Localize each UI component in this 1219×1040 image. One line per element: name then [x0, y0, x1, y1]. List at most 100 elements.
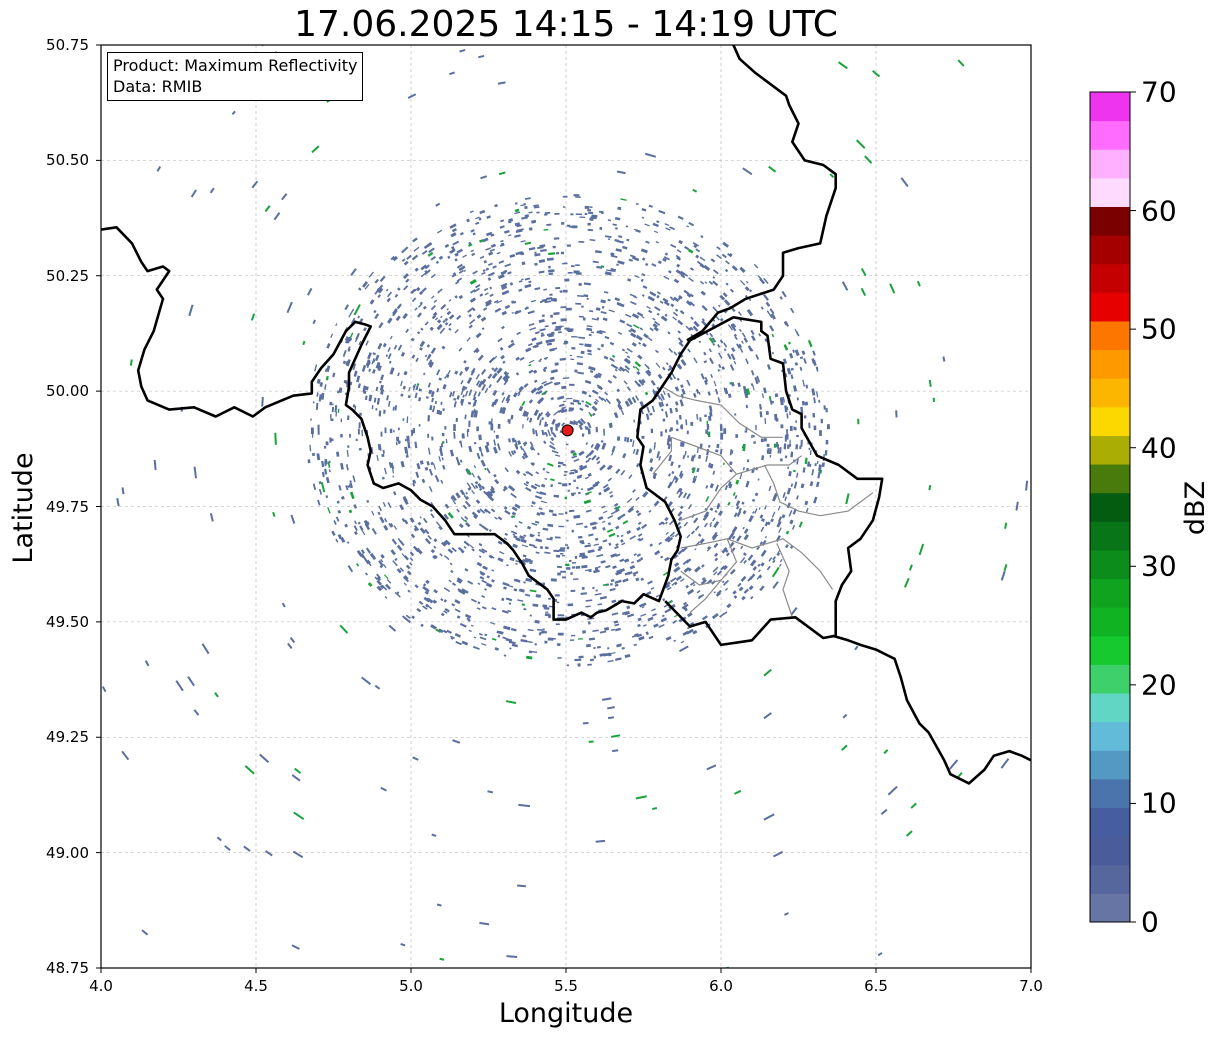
- radar-echo: [636, 526, 641, 532]
- radar-echo: [700, 290, 706, 296]
- radar-echo: [662, 418, 666, 422]
- radar-echo: [407, 589, 411, 593]
- radar-echo: [692, 629, 698, 635]
- radar-echo: [379, 516, 385, 524]
- radar-echo: [463, 269, 467, 273]
- radar-echo: [722, 292, 728, 298]
- radar-echo: [693, 454, 696, 458]
- radar-echo: [755, 424, 757, 431]
- radar-echo: [520, 638, 528, 643]
- map-gridlines: [100, 44, 1032, 969]
- radar-echo: [617, 331, 623, 335]
- radar-echo: [376, 397, 381, 405]
- radar-echo: [689, 581, 695, 586]
- colorbar-segment: [1090, 664, 1130, 694]
- radar-echo: [749, 559, 757, 567]
- radar-echo: [378, 365, 382, 372]
- radar-echo: [573, 419, 579, 424]
- radar-echo: [645, 631, 649, 636]
- radar-echo: [548, 614, 551, 619]
- y-tick-label: 49.00: [46, 843, 89, 862]
- radar-echo: [732, 590, 737, 595]
- radar-echo: [400, 943, 406, 947]
- radar-echo: [667, 392, 671, 399]
- radar-echo: [790, 374, 794, 380]
- radar-echo: [743, 559, 747, 564]
- radar-echo: [759, 404, 762, 410]
- radar-echo: [411, 430, 414, 436]
- radar-echo: [572, 452, 577, 457]
- radar-echo: [550, 536, 553, 540]
- radar-echo: [610, 578, 615, 583]
- radar-echo: [578, 655, 584, 659]
- radar-echo: [759, 514, 764, 519]
- radar-echo: [469, 544, 474, 549]
- radar-echo: [672, 311, 678, 317]
- radar-echo: [644, 391, 649, 396]
- radar-echo: [449, 223, 457, 229]
- radar-echo: [448, 299, 452, 302]
- radar-echo: [371, 405, 374, 410]
- radar-echo: [465, 366, 470, 372]
- radar-echo: [550, 368, 558, 374]
- radar-echo: [710, 258, 716, 263]
- radar-echo: [425, 396, 429, 399]
- radar-echo: [440, 304, 447, 310]
- radar-echo: [385, 583, 391, 590]
- radar-echo: [501, 597, 505, 602]
- radar-echo: [714, 557, 719, 562]
- radar-echo: [507, 419, 511, 423]
- radar-echo: [592, 526, 597, 530]
- radar-echo: [650, 428, 654, 434]
- radar-echo: [427, 447, 431, 455]
- radar-echo: [786, 367, 792, 375]
- radar-echo: [666, 586, 672, 591]
- radar-echo: [785, 530, 790, 535]
- radar-echo: [680, 425, 683, 429]
- y-tick-label: 50.75: [46, 36, 89, 54]
- radar-echo: [418, 388, 422, 392]
- radar-echo: [1031, 595, 1036, 604]
- radar-echo: [141, 929, 149, 936]
- radar-echo: [476, 607, 481, 610]
- radar-echo: [559, 290, 563, 293]
- radar-echo: [733, 512, 738, 518]
- radar-echo: [565, 397, 573, 400]
- radar-echo: [584, 404, 590, 408]
- radar-echo: [412, 482, 416, 487]
- radar-echo: [501, 325, 505, 330]
- radar-echo: [535, 471, 540, 475]
- radar-echo: [463, 359, 467, 364]
- radar-echo: [336, 390, 340, 394]
- radar-echo: [614, 505, 621, 511]
- colorbar-segment: [1090, 235, 1130, 265]
- radar-echo: [711, 531, 718, 539]
- radar-echo: [571, 335, 578, 338]
- radar-echo: [377, 342, 383, 350]
- radar-echo: [567, 489, 570, 492]
- radar-echo: [676, 249, 682, 253]
- radar-echo: [745, 358, 749, 365]
- radar-echo: [407, 93, 417, 99]
- radar-echo: [503, 625, 511, 631]
- radar-echo: [538, 318, 545, 324]
- radar-echo: [430, 513, 435, 519]
- radar-echo: [656, 312, 660, 316]
- radar-echo: [467, 580, 474, 585]
- radar-echo: [599, 464, 606, 471]
- radar-echo: [457, 462, 461, 466]
- radar-echo: [486, 575, 490, 579]
- radar-echo: [549, 376, 555, 381]
- radar-echo: [497, 423, 501, 429]
- radar-echo: [523, 534, 527, 537]
- radar-echo: [479, 570, 486, 576]
- radar-echo: [1000, 570, 1006, 581]
- radar-echo: [553, 237, 560, 240]
- radar-echo: [649, 466, 654, 472]
- radar-echo: [486, 267, 489, 270]
- radar-echo: [216, 836, 222, 842]
- radar-echo: [387, 317, 393, 324]
- province-border: [689, 538, 738, 614]
- radar-echo: [508, 220, 512, 224]
